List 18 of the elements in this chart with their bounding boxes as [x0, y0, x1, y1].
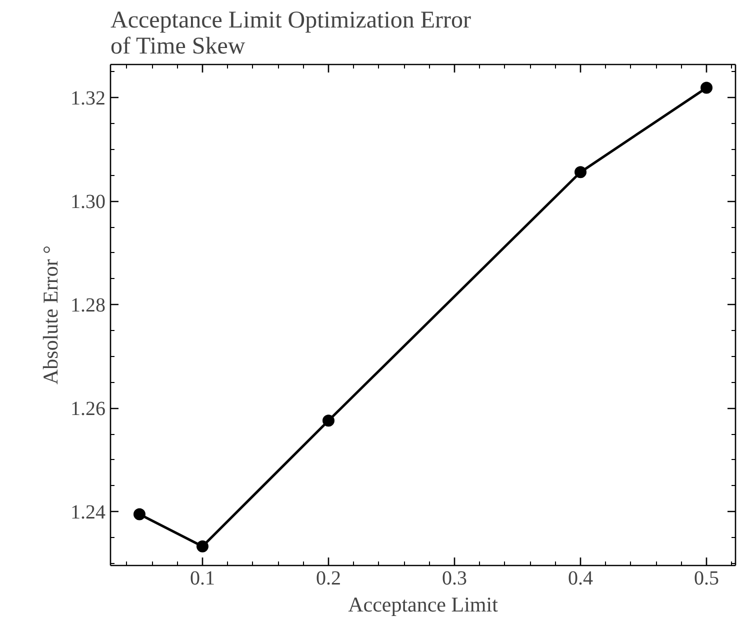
y-tick-label: 1.30 — [70, 191, 106, 214]
x-axis-title: Acceptance Limit — [348, 592, 498, 616]
y-tick-label: 1.26 — [70, 398, 106, 420]
y-tick-label: 1.24 — [70, 502, 106, 524]
point — [322, 414, 334, 427]
x-tick-label: 0.5 — [694, 568, 720, 590]
point — [196, 540, 208, 552]
x-tick-label: 0.1 — [190, 568, 215, 590]
x-tick-label: 0.4 — [568, 568, 594, 590]
x-tick-label: 0.3 — [442, 568, 467, 590]
point — [574, 166, 587, 178]
chart-title: Acceptance Limit Optimization Error of Time Skew — [110, 8, 472, 60]
point — [133, 508, 146, 520]
y-axis-title: Absolute Error ° — [38, 245, 62, 385]
y-tick-label: 1.28 — [70, 294, 106, 317]
y-tick-label: 1.32 — [70, 88, 106, 110]
x-tick-label: 0.2 — [316, 568, 341, 590]
point — [700, 82, 713, 94]
